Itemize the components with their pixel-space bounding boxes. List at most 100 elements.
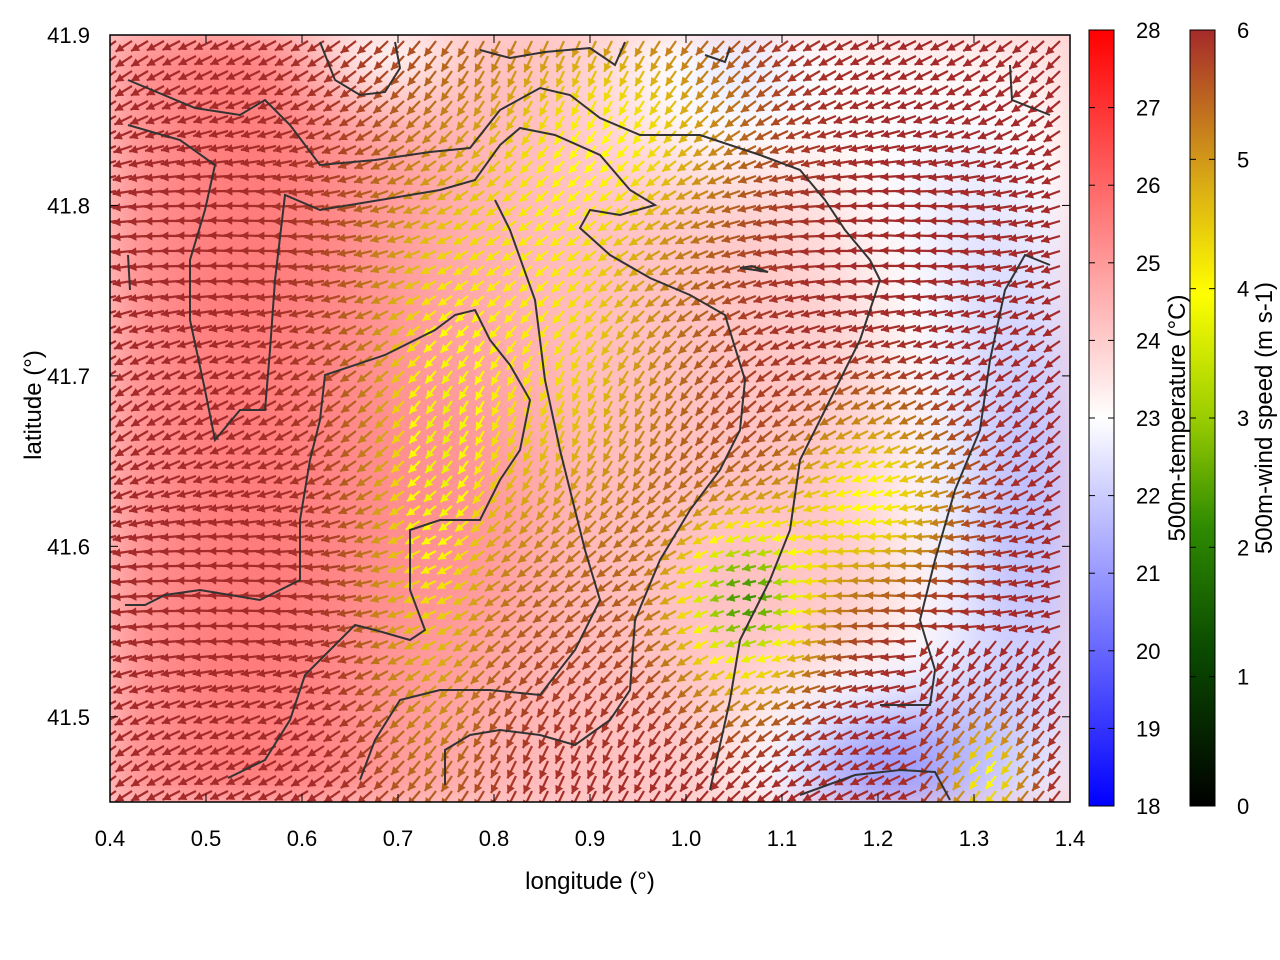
wind-arrowhead [192,576,201,585]
temperature-cell [142,451,181,491]
wind-arrowhead [114,357,124,366]
wind-arrowhead [289,159,298,168]
wind-arrowhead [258,101,268,110]
wind-arrowhead [274,57,284,66]
wind-arrowhead [146,747,156,756]
wind-arrowhead [160,547,169,556]
wind-arrowhead [274,461,284,470]
wind-arrowhead [242,731,251,740]
wind-arrowhead [272,187,281,197]
wind-arrowhead [113,159,122,169]
wind-arrowhead [176,261,185,271]
wind-arrowhead [97,264,106,273]
wind-arrowhead [289,341,299,350]
wind-arrowhead [192,201,201,211]
temperature-cell [313,695,352,735]
wind-arrowhead [274,716,283,725]
wind-arrowhead [224,261,233,271]
wind-arrowhead [272,637,281,647]
wind-arrowhead [256,293,265,302]
temperature-cell [110,346,147,386]
temperature-cell [176,451,215,491]
wind-arrowhead [241,475,251,484]
wind-arrowhead [272,173,282,182]
wind-arrowhead [146,732,156,741]
wind-arrowhead [97,624,106,633]
wind-arrowhead [112,534,122,543]
wind-arrowhead [193,700,203,709]
wind-arrow [110,475,117,481]
wind-arrowhead [128,653,138,663]
wind-arrowhead [240,576,249,585]
temperature-cell [896,521,935,560]
wind-arrowhead [225,340,234,349]
wind-arrowhead [224,637,233,646]
temperature-cell [279,137,318,177]
wind-arrowhead [274,372,284,380]
wind-arrowhead [100,449,109,457]
wind-arrowhead [289,669,298,679]
temperature-cell [965,137,1004,177]
wind-arrowhead [258,447,268,455]
wind-arrowhead [290,447,300,456]
wind-arrowhead [144,562,153,571]
wind-arrowhead [112,592,121,602]
temperature-cell [450,311,490,351]
wind-arrowhead [242,57,252,66]
wind-arrowhead [160,201,169,211]
wind-arrowhead [274,417,284,426]
wind-arrowhead [115,403,125,412]
temperature-cell [210,207,250,247]
wind-arrowhead [194,86,204,95]
wind-arrowhead [160,504,170,513]
wind-arrowhead [290,732,300,741]
wind-arrowhead [291,387,301,396]
temperature-cell [245,695,284,735]
temperature-cell [690,242,730,282]
wind-arrowhead [100,734,109,742]
temperature-cell [930,555,970,595]
wind-arrowhead [258,747,268,756]
wind-arrowhead [240,561,249,571]
wind-arrowhead [161,475,171,485]
wind-arrowhead [128,217,137,226]
wind-arrowhead [161,700,171,709]
temperature-cell [313,242,352,282]
wind-arrowhead [176,187,185,196]
wind-arrowhead [226,792,236,800]
wind-arrowhead [178,417,188,426]
wind-arrow [110,174,117,179]
temperature-cell [588,486,627,526]
wind-arrowhead [178,402,188,411]
wind-arrowhead [130,356,140,365]
wind-arrowhead [97,175,106,183]
wind-arrow [110,234,117,238]
wind-arrowhead [209,731,219,740]
wind-arrowhead [291,58,301,67]
temperature-cell [759,67,798,107]
wind-arrowhead [161,684,170,694]
temperature-cell [519,730,558,770]
wind-arrowhead [176,668,186,678]
wind-arrowhead [98,687,107,695]
wind-arrowhead [256,201,265,211]
wind-arrowhead [162,417,172,426]
wind-arrowhead [97,311,106,319]
wind-arrowhead [256,158,266,168]
wind-arrowhead [192,546,201,556]
wind-arrowhead [160,561,169,571]
wind-arrow [110,55,117,62]
wind-arrowhead [192,246,201,255]
wind-arrowhead [193,731,203,740]
wind-arrowhead [289,490,299,499]
temperature-cell [142,660,181,700]
wind-arrowhead [274,387,284,396]
wind-arrowhead [178,72,188,81]
wind-arrowhead [100,89,109,97]
wind-arrowhead [274,101,284,110]
wind-arrowhead [145,116,155,125]
wind-arrowhead [192,561,201,571]
wind-arrowhead [192,684,202,693]
wind-arrowhead [144,504,154,514]
wind-arrowhead [113,505,123,514]
